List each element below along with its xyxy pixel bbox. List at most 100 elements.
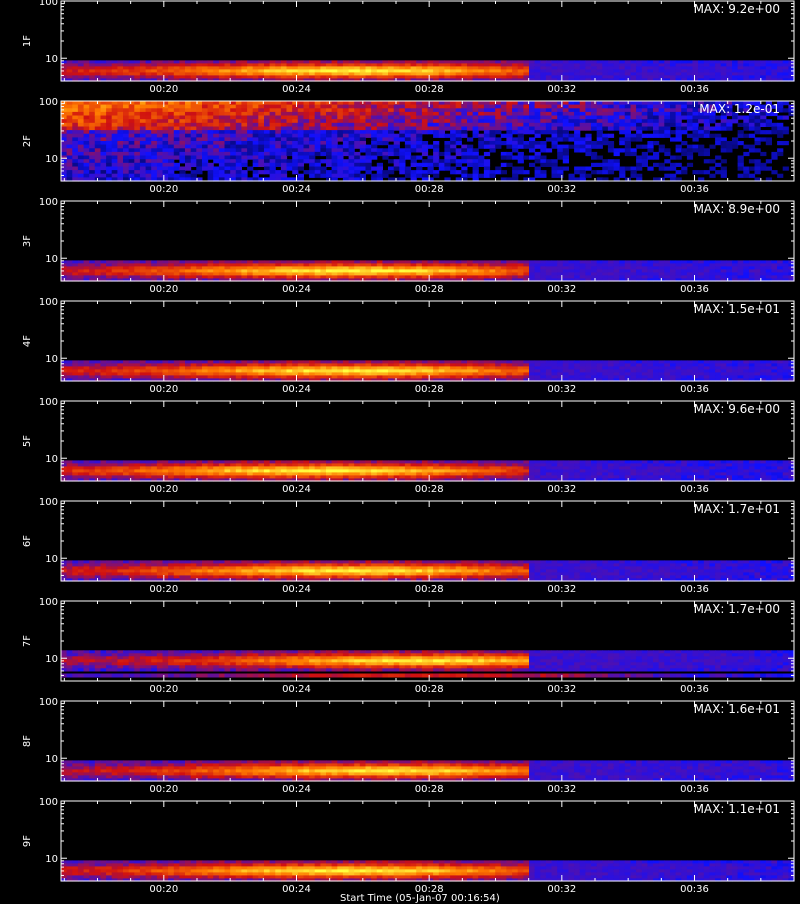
spectrogram-cell	[709, 275, 715, 278]
spectrogram-cell	[535, 112, 541, 116]
spectrogram-cell	[241, 72, 247, 75]
spectrogram-cell	[191, 105, 197, 109]
spectrogram-cell	[354, 75, 360, 78]
spectrogram-cell	[450, 69, 456, 72]
spectrogram-cell	[399, 363, 405, 366]
spectrogram-cell	[411, 260, 417, 263]
spectrogram-cell	[219, 141, 225, 145]
spectrogram-cell	[625, 145, 631, 149]
spectrogram-cell	[360, 159, 366, 163]
spectrogram-cell	[78, 101, 84, 105]
spectrogram-cell	[151, 130, 157, 134]
spectrogram-cell	[512, 123, 518, 127]
spectrogram-cell	[450, 130, 456, 134]
spectrogram-cell	[129, 141, 135, 145]
spectrogram-cell	[755, 60, 761, 63]
spectrogram-cell	[326, 60, 332, 63]
spectrogram-cell	[399, 170, 405, 174]
spectrogram-cell	[506, 105, 512, 109]
spectrogram-cell	[478, 266, 484, 269]
spectrogram-cell	[258, 163, 264, 167]
spectrogram-cell	[360, 363, 366, 366]
spectrogram-cell	[191, 72, 197, 75]
x-tick-label: 00:28	[415, 84, 444, 95]
spectrogram-cell	[72, 112, 78, 116]
spectrogram-cell	[287, 148, 293, 152]
spectrogram-cell	[179, 366, 185, 369]
spectrogram-cell	[625, 108, 631, 112]
spectrogram-cell	[208, 372, 214, 375]
spectrogram-cell	[134, 127, 140, 131]
spectrogram-cell	[281, 137, 287, 141]
spectrogram-cell	[270, 260, 276, 263]
spectrogram-cell	[428, 366, 434, 369]
spectrogram-cell	[377, 369, 383, 372]
spectrogram-cell	[146, 170, 152, 174]
spectrogram-cell	[292, 112, 298, 116]
spectrogram-cell	[95, 137, 101, 141]
spectrogram-cell	[309, 141, 315, 145]
spectrogram-cell	[140, 127, 146, 131]
spectrogram-cell	[574, 105, 580, 109]
spectrogram-cell	[501, 266, 507, 269]
x-tick-label: 00:24	[282, 284, 311, 295]
spectrogram-cell	[456, 112, 462, 116]
spectrogram-cell	[140, 66, 146, 69]
spectrogram-cell	[253, 105, 259, 109]
spectrogram-cell	[354, 101, 360, 105]
spectrogram-cell	[704, 63, 710, 66]
spectrogram-cell	[112, 145, 118, 149]
spectrogram-cell	[411, 72, 417, 75]
spectrogram-cell	[461, 372, 467, 375]
spectrogram-cell	[433, 372, 439, 375]
spectrogram-cell	[422, 63, 428, 66]
spectrogram-cell	[433, 130, 439, 134]
spectrogram-cell	[146, 69, 152, 72]
spectrogram-cell	[574, 130, 580, 134]
spectrogram-cell	[647, 105, 653, 109]
spectrogram-cell	[101, 275, 107, 278]
spectrogram-cell	[399, 167, 405, 171]
spectrogram-cell	[614, 63, 620, 66]
spectrogram-cell	[585, 269, 591, 272]
spectrogram-cell	[343, 170, 349, 174]
spectrogram-cell	[755, 275, 761, 278]
spectrogram-cell	[89, 141, 95, 145]
spectrogram-cell	[275, 105, 281, 109]
spectrogram-cell	[416, 123, 422, 127]
spectrogram-cell	[512, 101, 518, 105]
spectrogram-cell	[664, 105, 670, 109]
spectrogram-cell	[185, 101, 191, 105]
spectrogram-cell	[360, 130, 366, 134]
spectrogram-cell	[106, 269, 112, 272]
spectrogram-cell	[275, 69, 281, 72]
spectrogram-cell	[518, 127, 524, 131]
spectrogram-cell	[687, 66, 693, 69]
spectrogram-cell	[676, 119, 682, 123]
spectrogram-cell	[366, 72, 372, 75]
spectrogram-cell	[247, 145, 253, 149]
spectrogram-cell	[569, 263, 575, 266]
spectrogram-cell	[749, 119, 755, 123]
spectrogram-cell	[760, 60, 766, 63]
spectrogram-cell	[174, 60, 180, 63]
spectrogram-cell	[101, 72, 107, 75]
spectrogram-cell	[771, 272, 777, 275]
spectrogram-cell	[337, 272, 343, 275]
spectrogram-cell	[377, 108, 383, 112]
spectrogram-cell	[411, 372, 417, 375]
spectrogram-cell	[360, 163, 366, 167]
spectrogram-cell	[191, 123, 197, 127]
spectrogram-cell	[608, 272, 614, 275]
spectrogram-cell	[146, 163, 152, 167]
spectrogram-cell	[270, 127, 276, 131]
spectrogram-cell	[490, 363, 496, 366]
spectrogram-cell	[275, 72, 281, 75]
spectrogram-cell	[332, 163, 338, 167]
spectrogram-cell	[484, 108, 490, 112]
spectrogram-cell	[309, 75, 315, 78]
spectrogram-cell	[399, 263, 405, 266]
spectrogram-cell	[84, 116, 90, 120]
spectrogram-cell	[241, 116, 247, 120]
